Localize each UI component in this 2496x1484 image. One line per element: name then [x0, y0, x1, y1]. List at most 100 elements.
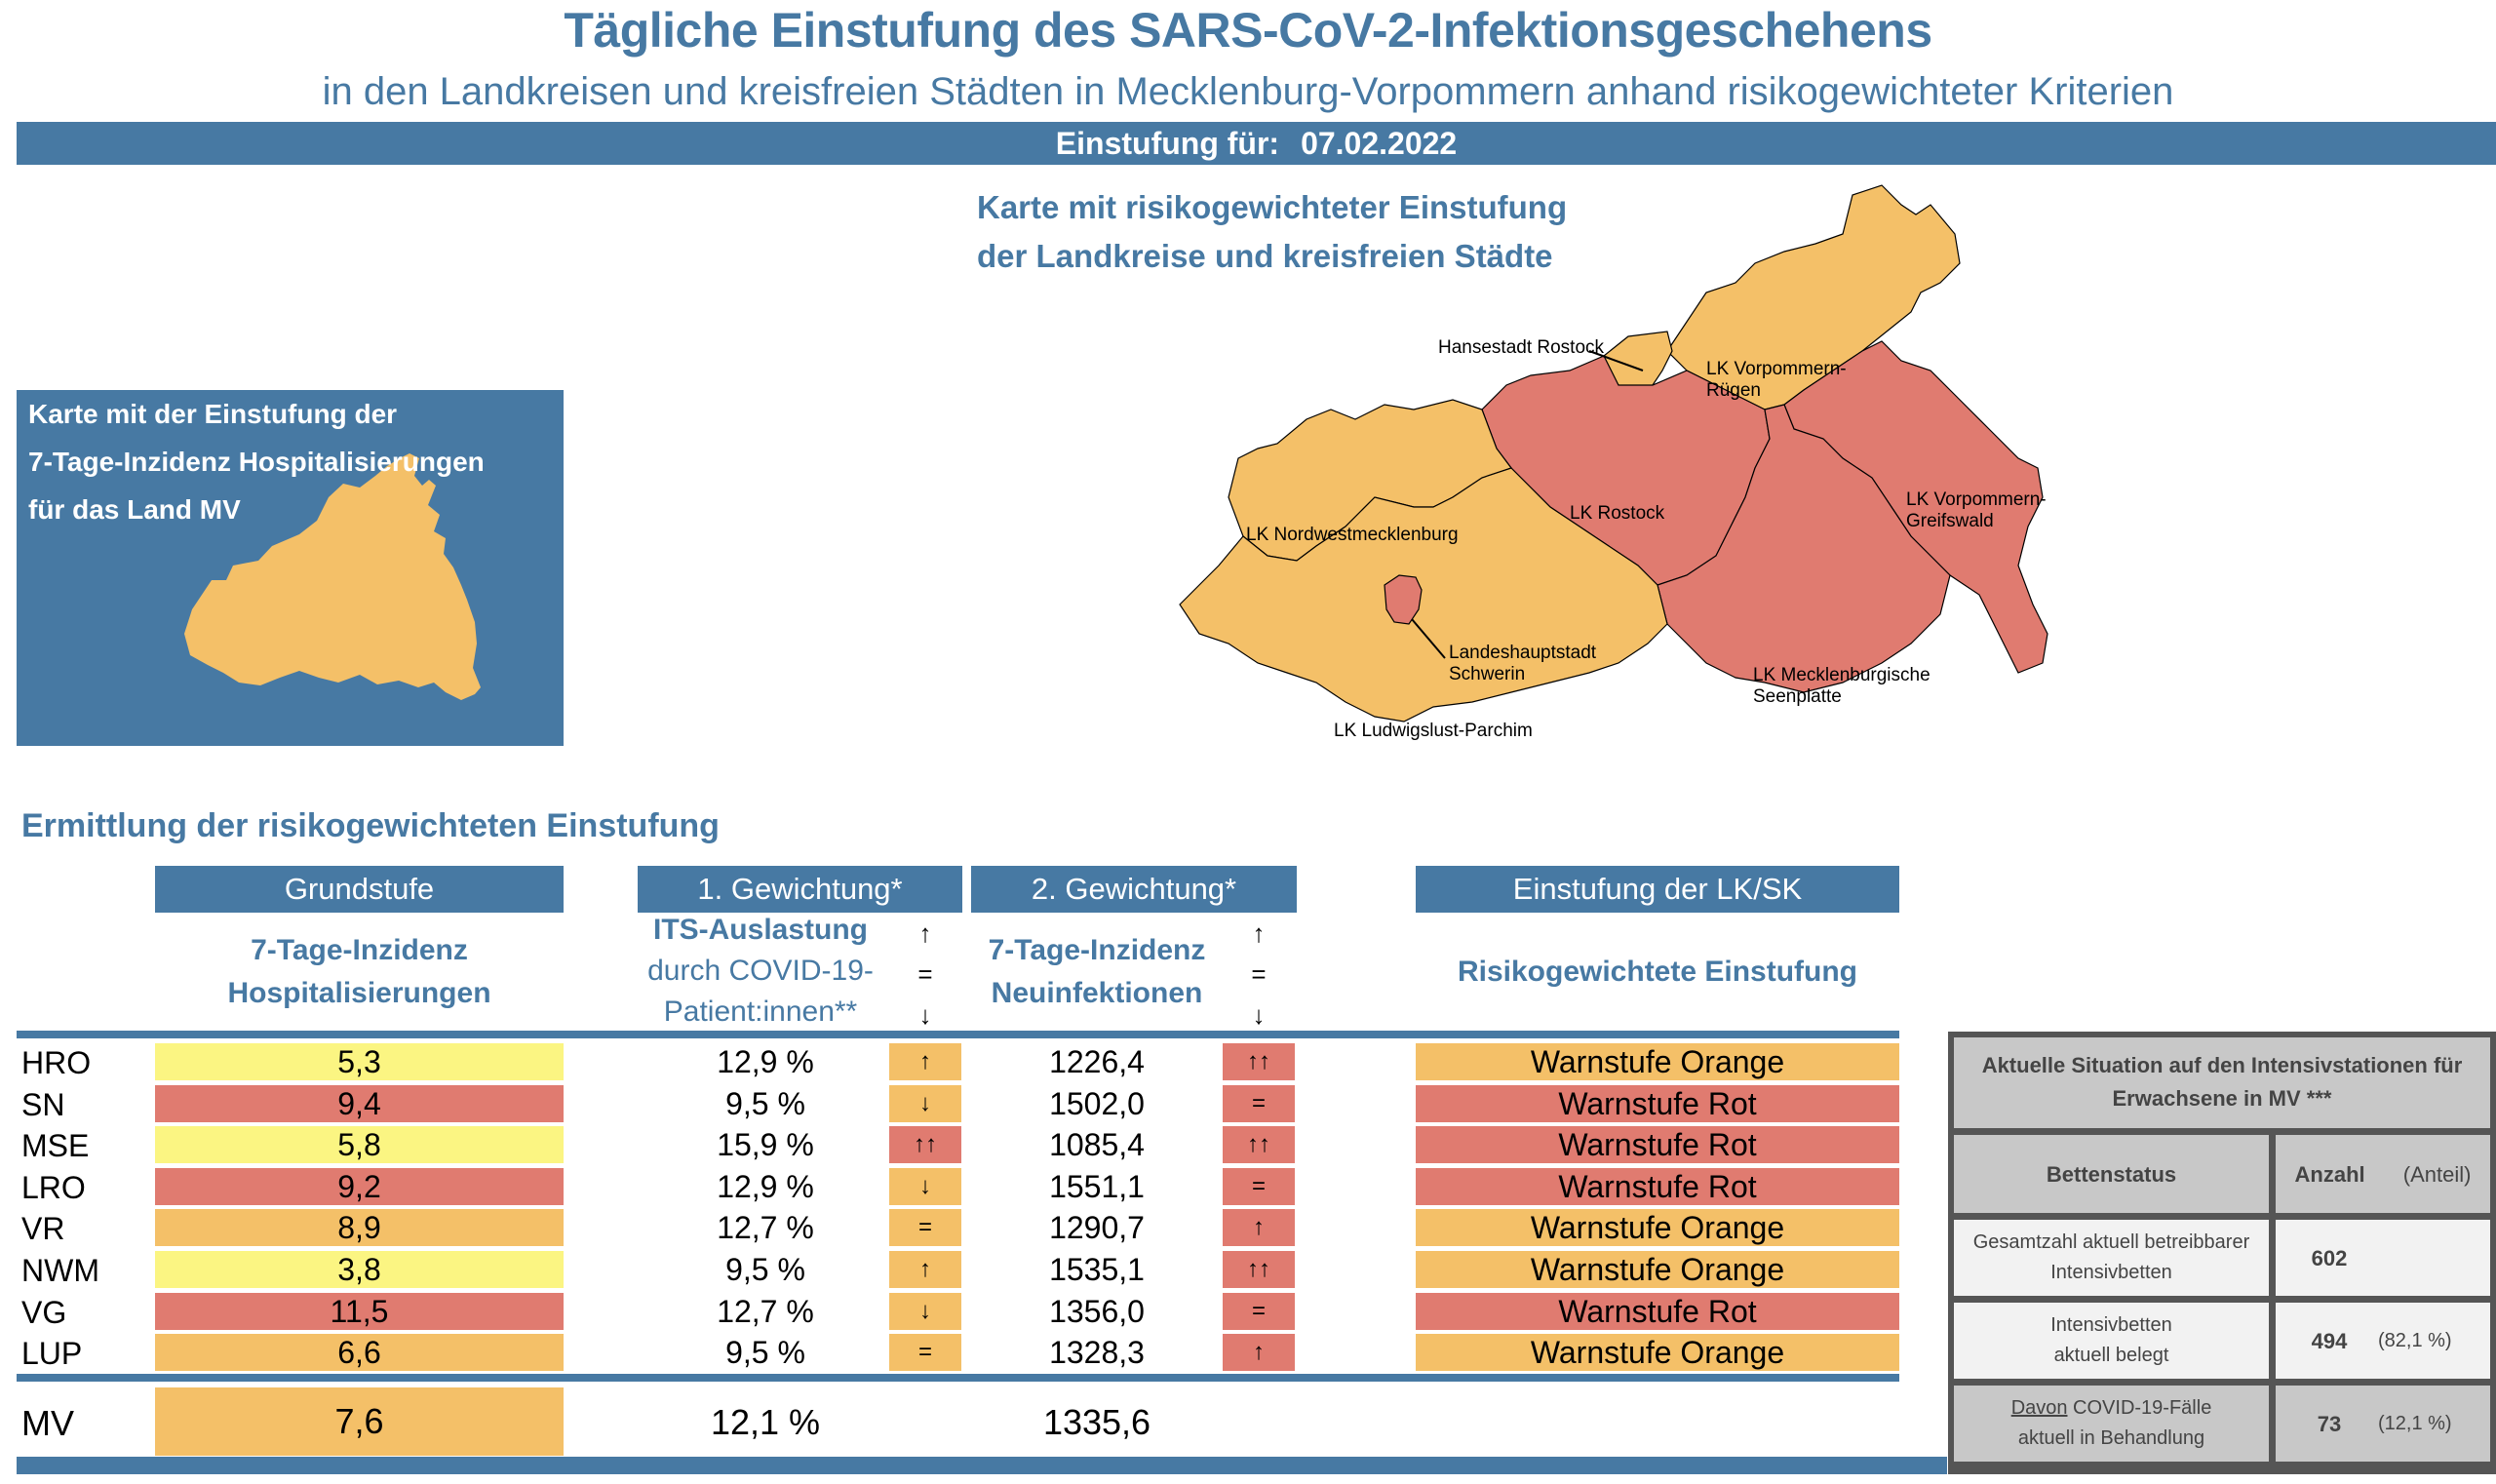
subheader-grundstufe: 7-Tage-Inzidenz Hospitalisierungen: [155, 929, 564, 1015]
label-lk-vorpommern-ruegen-1: LK Vorpommern-: [1706, 359, 1847, 379]
table-top-rule: [17, 1031, 1899, 1038]
row-result-badge: Warnstufe Rot: [1416, 1293, 1899, 1330]
row-result-badge: Warnstufe Orange: [1416, 1043, 1899, 1080]
arrow-down-icon: ↓: [918, 1000, 932, 1030]
its-col-status: Bettenstatus: [1954, 1135, 2269, 1213]
row-hosp-value: 9,2: [155, 1168, 564, 1205]
row-inz-value: 1290,7: [1049, 1210, 1145, 1245]
its-row-label-rest: COVID-19-Fälle: [2067, 1397, 2212, 1419]
its-title-line: Aktuelle Situation auf den Intensivstati…: [1981, 1053, 2463, 1077]
page-subtitle: in den Landkreisen und kreisfreien Städt…: [322, 70, 2174, 113]
label-lk-mecklenburgische-seenplatte-2: Seenplatte: [1753, 686, 1842, 707]
row-result-badge: Warnstufe Orange: [1416, 1251, 1899, 1288]
label-lk-vorpommern-greifswald-1: LK Vorpommern-: [1906, 489, 2047, 510]
label-lk-nordwestmecklenburg: LK Nordwestmecklenburg: [1246, 525, 1459, 545]
row-inz-value: 1328,3: [1049, 1335, 1145, 1370]
subheader-line: Neuinfektionen: [991, 977, 1203, 1009]
row-region: SN: [21, 1087, 65, 1122]
label-lk-mecklenburgische-seenplatte-1: LK Mecklenburgische: [1753, 665, 1930, 685]
its-row-count: 602: [2311, 1245, 2348, 1270]
total-hosp: 7,6: [155, 1387, 564, 1456]
its-title-line: Erwachsene in MV ***: [2112, 1086, 2332, 1111]
row-its-trend-icon: ↑: [889, 1043, 961, 1080]
label-hansestadt-rostock: Hansestadt Rostock: [1438, 337, 1605, 358]
its-row-label-line: Davon COVID-19-Fälle: [2011, 1393, 2212, 1424]
row-region: LRO: [21, 1170, 86, 1205]
its-row-label: Davon COVID-19-Fälle aktuell in Behandlu…: [1954, 1386, 2269, 1462]
row-its-value: 15,9 %: [717, 1127, 814, 1162]
label-lk-vorpommern-greifswald-2: Greifswald: [1906, 511, 1994, 531]
hospitalization-map-caption: Karte mit der Einstufung der 7-Tage-Inzi…: [28, 390, 485, 533]
row-inz-trend-icon: ↑: [1223, 1334, 1295, 1371]
row-result-badge: Warnstufe Orange: [1416, 1209, 1899, 1246]
its-row-share: (82,1 %): [2378, 1329, 2452, 1351]
row-its-trend-icon: ↑↑: [889, 1126, 961, 1163]
row-its-trend-icon: ↓: [889, 1293, 961, 1330]
equal-icon: =: [1251, 959, 1267, 989]
header-einstufung: Einstufung der LK/SK: [1416, 866, 1899, 913]
equal-icon: =: [917, 959, 933, 989]
its-row-count: 494: [2311, 1328, 2348, 1353]
arrow-up-icon: ↑: [1252, 918, 1266, 948]
its-row-values: 602: [2276, 1220, 2490, 1296]
header-grundstufe: Grundstufe: [155, 866, 564, 913]
region-lk-ludwigslust-parchim[interactable]: [1179, 467, 1668, 722]
its-row-count: 73: [2317, 1411, 2342, 1436]
mv-state-map: [184, 453, 481, 700]
row-region: VR: [21, 1211, 65, 1246]
subheader-gewichtung-1: ITS-Auslastung durch COVID-19- Patient:i…: [624, 910, 897, 1033]
subheader-line: Patient:innen**: [663, 996, 858, 1028]
row-inz-trend-icon: ↑↑: [1223, 1126, 1295, 1163]
row-region: NWM: [21, 1253, 99, 1288]
subheader-einstufung: Risikogewichtete Einstufung: [1457, 956, 1858, 988]
its-row-values: 494 (82,1 %): [2276, 1303, 2490, 1379]
row-its-value: 9,5 %: [725, 1335, 805, 1370]
its-panel: Aktuelle Situation auf den Intensivstati…: [1948, 1032, 2496, 1474]
row-inz-trend-icon: =: [1223, 1168, 1295, 1205]
caption-line: 7-Tage-Inzidenz Hospitalisierungen: [28, 447, 485, 477]
total-inz: 1335,6: [1042, 1402, 1151, 1442]
arrow-up-icon: ↑: [918, 918, 932, 948]
row-its-trend-icon: ↑: [889, 1251, 961, 1288]
date-bar: Einstufung für: 07.02.2022: [17, 122, 2496, 165]
its-row-label-line: Gesamtzahl aktuell betreibbarer: [1972, 1231, 2250, 1253]
row-inz-value: 1226,4: [1049, 1044, 1145, 1079]
its-row-label-line: aktuell in Behandlung: [2017, 1427, 2205, 1449]
row-inz-trend-icon: =: [1223, 1293, 1295, 1330]
region-landeshauptstadt-schwerin[interactable]: [1384, 574, 1423, 625]
table-bottom-rule: [17, 1457, 1947, 1474]
its-row-label-line: Intensivbetten: [2050, 1314, 2172, 1336]
row-its-trend-icon: ↓: [889, 1168, 961, 1205]
row-its-value: 12,7 %: [717, 1294, 814, 1329]
row-inz-trend-icon: =: [1223, 1085, 1295, 1122]
total-its: 12,1 %: [710, 1402, 821, 1442]
row-its-trend-icon: =: [889, 1209, 961, 1246]
arrow-legend-gew1: ↑ = ↓: [911, 913, 940, 1035]
total-region: MV: [21, 1403, 74, 1443]
arrow-legend-gew2: ↑ = ↓: [1244, 913, 1273, 1035]
row-inz-value: 1502,0: [1049, 1086, 1145, 1121]
its-row-share: (12,1 %): [2378, 1412, 2452, 1434]
its-row-values: 73 (12,1 %): [2276, 1386, 2490, 1462]
subheader-line: Hospitalisierungen: [227, 977, 491, 1009]
its-row-label-line: Intensivbetten: [2050, 1262, 2172, 1283]
its-col-share: (Anteil): [2402, 1161, 2472, 1187]
risk-map-title-line: der Landkreise und kreisfreien Städte: [977, 238, 1553, 274]
row-hosp-value: 6,6: [155, 1334, 564, 1371]
row-hosp-value: 5,8: [155, 1126, 564, 1163]
risk-map-title-line: Karte mit risikogewichteter Einstufung: [977, 189, 1568, 225]
row-hosp-value: 5,3: [155, 1043, 564, 1080]
row-its-trend-icon: ↓: [889, 1085, 961, 1122]
row-inz-value: 1551,1: [1049, 1169, 1145, 1204]
its-row-label: Intensivbetten aktuell belegt: [1954, 1303, 2269, 1379]
row-inz-value: 1085,4: [1049, 1127, 1145, 1162]
row-hosp-value: 11,5: [155, 1293, 564, 1330]
region-lk-mecklenburgische-seenplatte[interactable]: [1657, 404, 1951, 693]
label-lk-rostock: LK Rostock: [1570, 503, 1665, 524]
row-its-trend-icon: =: [889, 1334, 961, 1371]
row-its-value: 12,9 %: [717, 1169, 814, 1204]
row-hosp-value: 3,8: [155, 1251, 564, 1288]
its-panel-title: Aktuelle Situation auf den Intensivstati…: [1954, 1037, 2490, 1128]
hospitalization-map-panel: Karte mit der Einstufung der 7-Tage-Inzi…: [17, 390, 564, 746]
row-region: LUP: [21, 1336, 83, 1371]
